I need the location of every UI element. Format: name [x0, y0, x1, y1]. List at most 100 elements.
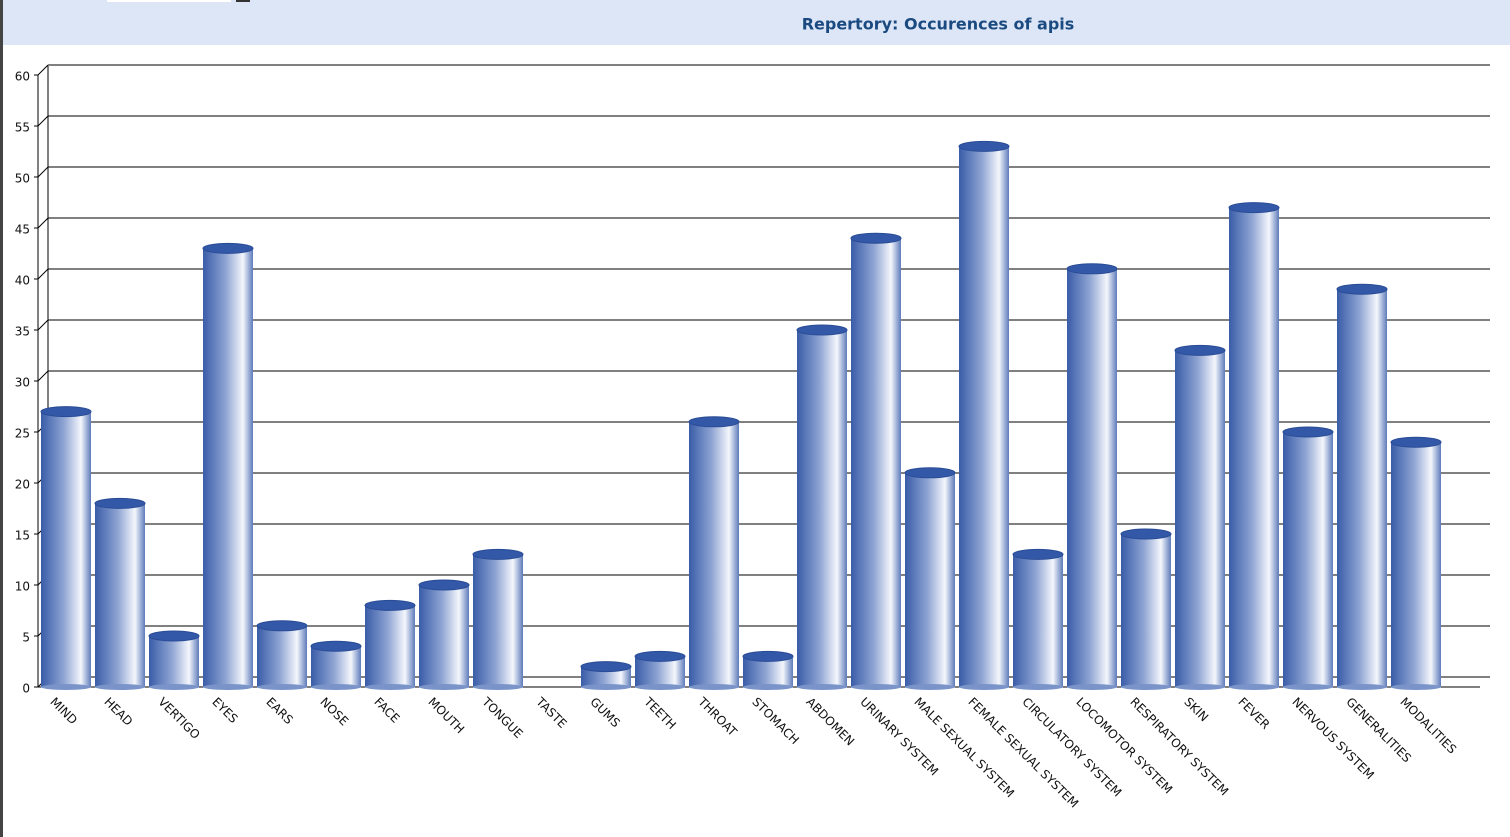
bar-top	[958, 140, 1010, 152]
bar-top	[1174, 344, 1226, 356]
bar	[1067, 268, 1117, 687]
y-tick-label: 30	[15, 376, 30, 390]
bar	[1283, 432, 1333, 687]
bar-top	[634, 650, 686, 662]
diag-tick	[37, 64, 49, 76]
diag-tick	[37, 115, 49, 127]
bar-top	[688, 416, 740, 428]
bar-base	[419, 684, 469, 690]
bar	[203, 248, 253, 687]
diag-tick	[37, 370, 49, 382]
bar-top	[472, 548, 524, 560]
bar-top	[94, 497, 146, 509]
bar-base	[1175, 684, 1225, 690]
y-tick-label: 15	[15, 529, 30, 543]
bar-base	[473, 684, 523, 690]
bar	[689, 421, 739, 687]
header-field	[107, 0, 231, 2]
bar-base	[635, 684, 685, 690]
bar-top	[202, 242, 254, 254]
diag-tick	[37, 166, 49, 178]
bar-base	[1013, 684, 1063, 690]
bar-base	[1121, 684, 1171, 690]
bar-base	[1283, 684, 1333, 690]
bar-top	[40, 406, 92, 418]
bar-top	[148, 630, 200, 642]
bar	[1175, 350, 1225, 687]
bar-base	[1337, 684, 1387, 690]
bar	[1229, 207, 1279, 687]
bar-top	[796, 324, 848, 336]
bar-base	[905, 684, 955, 690]
bar-top	[418, 579, 470, 591]
bar-base	[203, 684, 253, 690]
bar-top	[1066, 263, 1118, 275]
diag-tick	[37, 268, 49, 280]
bar	[419, 585, 469, 687]
bar-base	[1391, 684, 1441, 690]
bar-top	[904, 467, 956, 479]
y-tick-label: 5	[22, 631, 30, 645]
bar	[1121, 534, 1171, 687]
y-tick-label: 55	[15, 121, 30, 135]
bar	[257, 625, 307, 687]
header-bar	[0, 0, 1510, 45]
bar-top	[364, 599, 416, 611]
y-tick-label: 40	[15, 274, 30, 288]
bar	[1013, 554, 1063, 687]
bar-base	[851, 684, 901, 690]
bar-base	[257, 684, 307, 690]
bar-base	[365, 684, 415, 690]
bar-top	[310, 640, 362, 652]
bar-base	[311, 684, 361, 690]
bar-top	[742, 650, 794, 662]
bar-base	[689, 684, 739, 690]
header-control	[236, 0, 250, 2]
bar-base	[41, 684, 91, 690]
bar-top	[1120, 528, 1172, 540]
left-border	[0, 0, 3, 837]
chart-title: Repertory: Occurences of apis	[802, 15, 1075, 34]
bar	[365, 605, 415, 687]
bar-top	[580, 661, 632, 673]
bar-base	[1067, 684, 1117, 690]
bar-base	[797, 684, 847, 690]
y-tick-label: 45	[15, 223, 30, 237]
y-tick-label: 35	[15, 325, 30, 339]
bar	[41, 411, 91, 687]
bar-base	[149, 684, 199, 690]
bar	[95, 503, 145, 687]
bar-base	[743, 684, 793, 690]
bar-top	[1390, 436, 1442, 448]
bar-top	[1228, 202, 1280, 214]
bar	[851, 238, 901, 687]
y-tick-label: 60	[15, 70, 30, 84]
bar	[1337, 289, 1387, 687]
bar	[311, 646, 361, 687]
bar-top	[1282, 426, 1334, 438]
bar-top	[850, 232, 902, 244]
bar	[905, 472, 955, 687]
bar	[149, 636, 199, 687]
y-tick-label: 0	[22, 682, 30, 696]
bar-base	[959, 684, 1009, 690]
bar-base	[95, 684, 145, 690]
bar	[959, 146, 1009, 687]
diag-tick	[37, 217, 49, 229]
bar-top	[256, 620, 308, 632]
bar	[1391, 442, 1441, 687]
diag-tick	[37, 319, 49, 331]
y-tick-label: 50	[15, 172, 30, 186]
bar	[581, 666, 631, 687]
bar-base	[581, 684, 631, 690]
bar	[473, 554, 523, 687]
bar-top	[1012, 548, 1064, 560]
bar-base	[1229, 684, 1279, 690]
y-tick-label: 20	[15, 478, 30, 492]
bar-top	[1336, 283, 1388, 295]
bar	[797, 330, 847, 687]
y-tick-label: 25	[15, 427, 30, 441]
y-tick-label: 10	[15, 580, 30, 594]
